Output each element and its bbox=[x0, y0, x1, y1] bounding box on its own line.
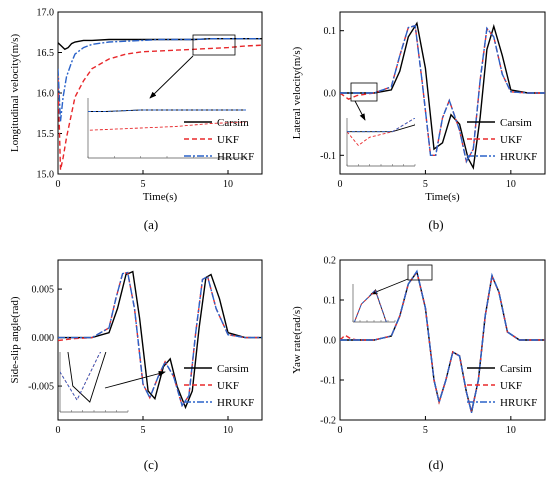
x-tick-label: 0 bbox=[338, 179, 343, 190]
legend: Carsim UKF HRUKF bbox=[467, 363, 537, 409]
zoom-region-box bbox=[192, 34, 236, 56]
plot-frame bbox=[57, 259, 263, 421]
legend-label-carsim: Carsim bbox=[500, 363, 532, 375]
y-tick-label: 0.1 bbox=[324, 26, 337, 37]
panel-caption: (b) bbox=[428, 217, 443, 232]
inset-line-carsim bbox=[347, 123, 415, 133]
zoom-arrow bbox=[149, 55, 194, 99]
y-axis-label: Longitudinal velocity(m/s) bbox=[9, 34, 21, 153]
x-tick-label: 10 bbox=[223, 425, 233, 436]
y-tick-label: 0.005 bbox=[32, 285, 55, 296]
x-tick-label: 5 bbox=[423, 425, 428, 436]
y-axis-label: Side-slip angle(rad) bbox=[9, 296, 21, 383]
y-tick-label: 0.2 bbox=[324, 256, 337, 267]
inset-series-group bbox=[347, 118, 415, 147]
y-tick-label: 0.000 bbox=[32, 333, 55, 344]
series-line-carsim bbox=[58, 270, 262, 410]
panel-a: 0 5 10 15.0 15.5 16.0 16.5 17.0 Time(s) Longitudi… bbox=[9, 8, 263, 232]
y-tick-label: 15.0 bbox=[37, 170, 55, 181]
legend-label-carsim: Carsim bbox=[217, 363, 249, 375]
legend-label-ukf: UKF bbox=[500, 134, 522, 146]
panel-caption: (a) bbox=[144, 217, 158, 232]
legend-label-hrukf: HRUKF bbox=[217, 397, 254, 409]
series-line-hrukf bbox=[58, 38, 262, 122]
x-tick-label: 0 bbox=[56, 425, 61, 436]
panel-c: 0 5 10 -0.005 0.000 0.005 Side-slip angle(rad)… bbox=[9, 259, 263, 472]
y-tick-label: 0.1 bbox=[324, 296, 337, 307]
zoom-region-box bbox=[350, 82, 378, 102]
y-tick-label: 0.0 bbox=[324, 336, 337, 347]
legend-label-hrukf: HRUKF bbox=[500, 397, 537, 409]
zoom-region-box bbox=[407, 264, 433, 281]
inset-plot bbox=[346, 118, 416, 167]
inset-plot bbox=[352, 284, 396, 323]
inset-line-ukf bbox=[60, 352, 102, 401]
zoom-arrow bbox=[354, 100, 366, 121]
y-tick-label: -0.2 bbox=[320, 416, 336, 427]
legend-label-carsim: Carsim bbox=[500, 117, 532, 129]
y-tick-label: -0.1 bbox=[320, 151, 336, 162]
x-tick-label: 5 bbox=[423, 179, 428, 190]
series-group bbox=[340, 269, 545, 413]
series-line-hrukf bbox=[340, 24, 545, 164]
x-tick-label: 10 bbox=[506, 425, 516, 436]
series-group bbox=[58, 270, 262, 410]
inset-series-group bbox=[60, 352, 107, 403]
legend-label-ukf: UKF bbox=[217, 134, 239, 146]
legend-label-hrukf: HRUKF bbox=[500, 151, 537, 163]
y-tick-label: 16.0 bbox=[37, 89, 55, 100]
inset-plot bbox=[87, 98, 247, 159]
y-tick-label: 16.5 bbox=[37, 48, 55, 59]
legend: Carsim UKF HRUKF bbox=[467, 117, 537, 163]
inset-line-carsim bbox=[88, 109, 246, 112]
series-group bbox=[58, 38, 262, 171]
inset-line-ukf bbox=[88, 121, 246, 131]
y-tick-label: -0.1 bbox=[320, 376, 336, 387]
zoom-arrow bbox=[104, 371, 166, 389]
legend: Carsim UKF HRUKF bbox=[184, 363, 254, 409]
y-tick-label: 17.0 bbox=[37, 8, 55, 19]
series-line-hrukf bbox=[58, 271, 262, 408]
inset-line-hrukf bbox=[60, 352, 102, 401]
zoom-arrow bbox=[370, 278, 409, 295]
series-group bbox=[340, 21, 545, 170]
series-line-ukf bbox=[58, 44, 262, 171]
legend-label-ukf: UKF bbox=[500, 380, 522, 392]
plot-frame bbox=[57, 11, 263, 175]
y-tick-label: -0.005 bbox=[28, 382, 54, 393]
legend-label-ukf: UKF bbox=[217, 380, 239, 392]
y-tick-label: 0.0 bbox=[324, 89, 337, 100]
y-axis-label: Lateral velocity(m/s) bbox=[291, 46, 303, 139]
y-axis-label: Yaw rate(rad/s) bbox=[291, 306, 303, 374]
x-tick-label: 10 bbox=[506, 179, 516, 190]
x-axis-label: Time(s) bbox=[143, 191, 178, 203]
panel-d: 0 5 10 -0.2 -0.1 0.0 0.1 0.2 Yaw rate(rad/s) Cars… bbox=[291, 256, 546, 472]
legend-label-hrukf: HRUKF bbox=[217, 151, 254, 163]
x-axis-label: Time(s) bbox=[425, 191, 460, 203]
legend-label-carsim: Carsim bbox=[217, 117, 249, 129]
series-line-carsim bbox=[58, 38, 262, 51]
x-tick-label: 5 bbox=[141, 425, 146, 436]
x-tick-label: 0 bbox=[56, 179, 61, 190]
series-line-hrukf bbox=[340, 269, 545, 413]
panel-caption: (c) bbox=[144, 457, 158, 472]
x-tick-label: 0 bbox=[338, 425, 343, 436]
inset-series-group bbox=[88, 109, 246, 131]
inset-line-carsim bbox=[67, 352, 107, 403]
x-tick-label: 10 bbox=[223, 179, 233, 190]
series-line-carsim bbox=[340, 21, 545, 170]
panel-b: 0 5 10 -0.1 0.0 0.1 Time(s) Lateral velocity(m/… bbox=[291, 11, 546, 232]
inset-plot bbox=[59, 352, 129, 413]
legend: Carsim UKF HRUKF bbox=[184, 117, 254, 163]
y-tick-label: 15.5 bbox=[37, 129, 55, 140]
x-tick-label: 5 bbox=[141, 179, 146, 190]
panel-caption: (d) bbox=[428, 457, 443, 472]
